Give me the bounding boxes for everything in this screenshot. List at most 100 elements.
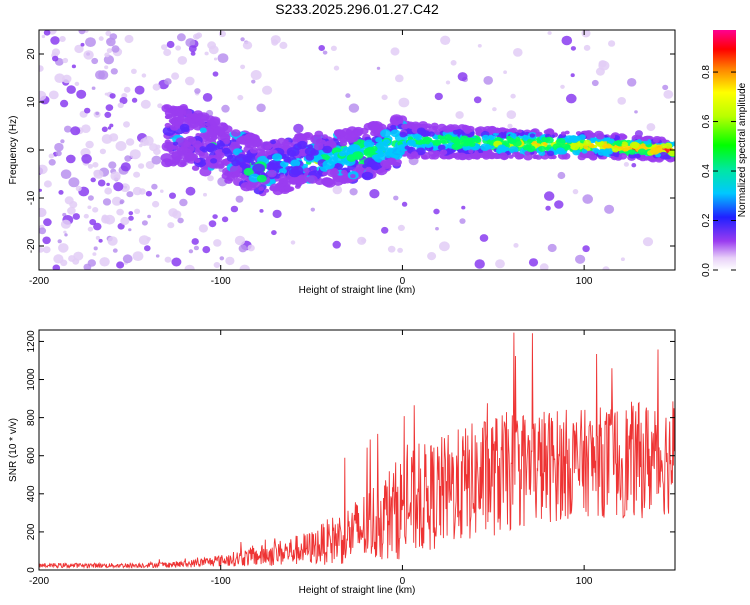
spectrogram-cell bbox=[164, 159, 174, 167]
spectrogram-noise-cell bbox=[131, 68, 137, 75]
spectrogram-cell bbox=[584, 130, 594, 138]
spectrogram-noise-cell bbox=[397, 224, 405, 231]
spectrogram-noise-cell bbox=[207, 175, 214, 182]
spectrogram-noise-cell bbox=[310, 207, 315, 212]
spectrogram-noise-cell bbox=[133, 171, 141, 178]
spectrogram-noise-cell bbox=[39, 227, 47, 235]
spectrogram-noise-cell bbox=[217, 53, 229, 63]
spectrogram-noise-cell bbox=[89, 219, 97, 226]
spectrogram-cell bbox=[229, 164, 243, 175]
spectrogram-cell bbox=[386, 148, 394, 154]
spectrogram-noise-cell bbox=[121, 93, 128, 99]
spectrogram-noise-cell bbox=[124, 155, 132, 162]
spectrogram-cell bbox=[270, 139, 276, 145]
spectrogram-noise-cell bbox=[97, 179, 106, 187]
spectrogram-noise-cell bbox=[663, 90, 674, 99]
spectrogram-xtick-label: 100 bbox=[576, 276, 593, 287]
spectrogram-cell bbox=[245, 182, 257, 191]
spectrogram-cell bbox=[396, 147, 405, 155]
spectrogram-noise-cell bbox=[131, 97, 138, 103]
spectrogram-noise-cell bbox=[163, 48, 172, 57]
spectrogram-cell bbox=[389, 115, 402, 126]
spectrogram-cell bbox=[404, 145, 410, 150]
spectrogram-cell bbox=[322, 171, 328, 176]
spectrogram-cell bbox=[411, 151, 418, 157]
spectrogram-noise-cell bbox=[623, 162, 630, 167]
spectrogram-cell bbox=[441, 139, 446, 144]
spectrogram-cell bbox=[209, 118, 221, 127]
spectrogram-noise-cell bbox=[124, 34, 134, 44]
spectrogram-noise-cell bbox=[161, 44, 168, 50]
spectrogram-cell bbox=[560, 131, 567, 136]
spectrogram-noise-cell bbox=[59, 36, 66, 42]
spectrogram-cell bbox=[653, 137, 660, 143]
spectrogram-cell bbox=[310, 134, 323, 144]
spectrogram-noise-cell bbox=[104, 52, 110, 58]
spectrogram-noise-cell bbox=[544, 191, 555, 201]
spectrogram-noise-cell bbox=[132, 251, 144, 261]
spectrogram-cell bbox=[636, 139, 642, 144]
spectrogram-noise-cell bbox=[145, 190, 152, 197]
spectrogram-noise-cell bbox=[393, 195, 399, 201]
spectrogram-noise-cell bbox=[234, 235, 246, 246]
spectrogram-cell bbox=[164, 122, 171, 128]
spectrogram-cell bbox=[210, 158, 218, 164]
spectrogram-cell bbox=[334, 129, 346, 138]
spectrogram-cell bbox=[213, 126, 226, 136]
spectrogram-cell bbox=[163, 104, 170, 110]
spectrogram-noise-cell bbox=[376, 66, 381, 70]
spectrogram-noise-cell bbox=[42, 236, 51, 245]
spectrogram-cell bbox=[612, 147, 619, 153]
spectrogram-cell bbox=[508, 146, 519, 154]
spectrogram-noise-cell bbox=[185, 186, 196, 196]
spectrogram-cell bbox=[361, 171, 374, 181]
spectrogram-noise-cell bbox=[560, 84, 565, 89]
spectrogram-noise-cell bbox=[164, 256, 172, 263]
spectrogram-cell bbox=[487, 125, 497, 134]
spectrogram-noise-cell bbox=[208, 45, 219, 55]
spectrogram-cell bbox=[163, 144, 170, 149]
spectrogram-noise-cell bbox=[57, 239, 62, 244]
spectrogram-noise-cell bbox=[213, 262, 221, 268]
spectrogram-cell bbox=[439, 149, 448, 156]
spectrogram-noise-cell bbox=[152, 200, 160, 208]
spectrogram-cell bbox=[452, 129, 460, 135]
spectrogram-cell bbox=[434, 139, 442, 146]
spectrogram-noise-cell bbox=[109, 93, 116, 99]
spectrogram-noise-cell bbox=[168, 208, 178, 217]
spectrogram-cell bbox=[480, 143, 490, 151]
spectrogram-noise-cell bbox=[104, 92, 109, 96]
spectrogram-noise-cell bbox=[110, 171, 121, 181]
spectrogram-noise-cell bbox=[93, 246, 98, 251]
spectrogram-cell bbox=[399, 131, 407, 138]
spectrogram-cell bbox=[184, 152, 197, 162]
spectrogram-noise-cell bbox=[105, 30, 112, 36]
spectrogram-cell bbox=[547, 150, 555, 157]
spectrogram-noise-cell bbox=[71, 64, 76, 69]
spectrogram-noise-cell bbox=[445, 80, 451, 85]
spectrogram-noise-cell bbox=[238, 244, 247, 253]
spectrogram-cell bbox=[474, 152, 480, 157]
snr-ytick-label: 600 bbox=[26, 447, 37, 464]
spectrogram-cell bbox=[671, 141, 675, 147]
spectrogram-noise-cell bbox=[48, 153, 55, 159]
spectrogram-noise-cell bbox=[138, 163, 145, 169]
spectrogram-cell bbox=[597, 149, 606, 156]
spectrogram-cell bbox=[297, 140, 308, 150]
spectrogram-noise-cell bbox=[247, 244, 255, 252]
spectrogram-cell bbox=[544, 136, 554, 144]
snr-ytick-label: 0 bbox=[26, 567, 37, 573]
spectrogram-noise-cell bbox=[99, 148, 106, 155]
spectrogram-noise-cell bbox=[188, 249, 194, 254]
spectrogram-noise-cell bbox=[185, 38, 196, 48]
spectrogram-cell bbox=[172, 108, 180, 114]
spectrogram-noise-cell bbox=[185, 76, 195, 86]
spectrogram-noise-cell bbox=[141, 73, 147, 78]
spectrogram-noise-cell bbox=[123, 121, 130, 128]
spectrogram-noise-cell bbox=[112, 248, 118, 253]
spectrogram-noise-cell bbox=[627, 78, 637, 87]
spectrogram-noise-cell bbox=[169, 192, 176, 199]
spectrogram-noise-cell bbox=[239, 264, 250, 270]
spectrogram-xlabel: Height of straight line (km) bbox=[299, 285, 416, 296]
spectrogram-cell bbox=[306, 175, 318, 184]
